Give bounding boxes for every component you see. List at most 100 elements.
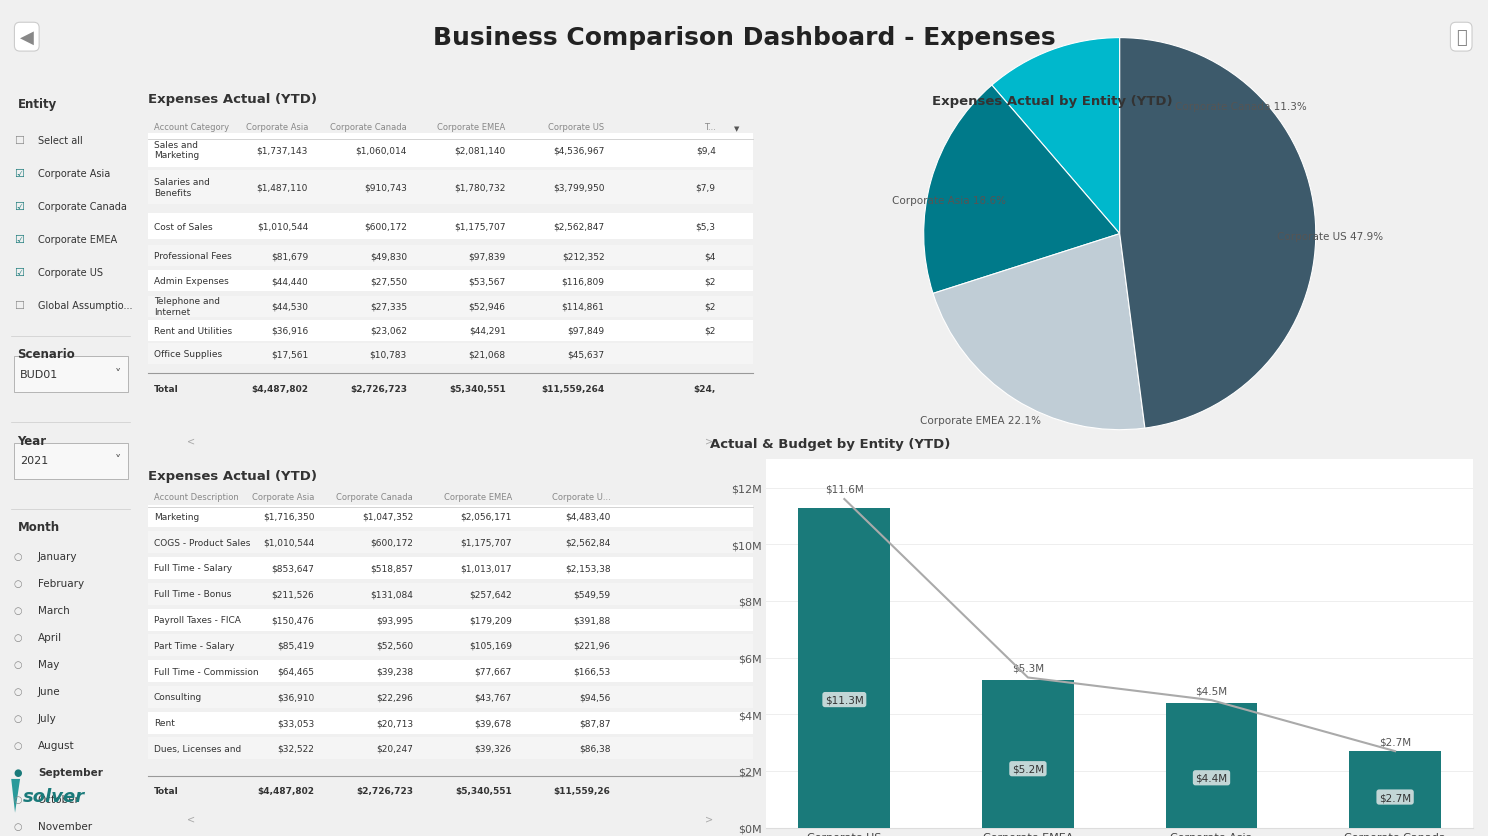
Text: >: > — [705, 813, 714, 823]
Text: $87,87: $87,87 — [579, 718, 610, 727]
Text: $43,767: $43,767 — [475, 692, 512, 701]
Text: $36,916: $36,916 — [271, 327, 308, 335]
Text: Account Category: Account Category — [153, 123, 229, 131]
Text: BUD01: BUD01 — [21, 370, 58, 380]
Text: $179,209: $179,209 — [469, 615, 512, 624]
Bar — [147, 558, 753, 579]
Wedge shape — [924, 86, 1120, 294]
Text: $131,084: $131,084 — [371, 589, 414, 599]
Text: $20,713: $20,713 — [376, 718, 414, 727]
Text: Full Time - Commission: Full Time - Commission — [153, 667, 259, 675]
Text: ○: ○ — [13, 713, 22, 723]
Bar — [1350, 752, 1440, 828]
Text: $11.6M: $11.6M — [824, 484, 863, 494]
Text: $27,335: $27,335 — [371, 303, 406, 311]
Text: $39,326: $39,326 — [475, 744, 512, 753]
Text: $44,530: $44,530 — [271, 303, 308, 311]
Text: $39,238: $39,238 — [376, 667, 414, 675]
Text: $77,667: $77,667 — [475, 667, 512, 675]
Text: ˅: ˅ — [115, 368, 122, 380]
Text: November: November — [37, 821, 92, 831]
Text: COGS - Product Sales: COGS - Product Sales — [153, 538, 250, 547]
Text: Sales and
Marketing: Sales and Marketing — [153, 141, 199, 161]
Text: Telephone and
Internet: Telephone and Internet — [153, 297, 220, 317]
Text: Entity: Entity — [18, 98, 57, 111]
Text: $11,559,26: $11,559,26 — [554, 787, 610, 795]
Text: $52,560: $52,560 — [376, 641, 414, 650]
Text: ▼: ▼ — [734, 126, 740, 132]
Text: solver: solver — [22, 788, 85, 805]
Text: $2.7M: $2.7M — [1379, 737, 1411, 747]
Wedge shape — [933, 234, 1144, 431]
Text: $4.4M: $4.4M — [1195, 772, 1228, 782]
Text: ○: ○ — [13, 552, 22, 562]
Text: $2,081,140: $2,081,140 — [454, 146, 506, 155]
FancyBboxPatch shape — [13, 357, 128, 393]
Text: $853,647: $853,647 — [271, 563, 314, 573]
Text: $518,857: $518,857 — [371, 563, 414, 573]
Text: $93,995: $93,995 — [376, 615, 414, 624]
Text: $1,010,544: $1,010,544 — [257, 222, 308, 232]
Text: $4,483,40: $4,483,40 — [565, 512, 610, 522]
Text: Total: Total — [153, 787, 179, 795]
Text: Corporate Asia: Corporate Asia — [251, 493, 314, 502]
Text: Full Time - Salary: Full Time - Salary — [153, 563, 232, 573]
Text: $1,487,110: $1,487,110 — [257, 183, 308, 192]
Text: Business Comparison Dashboard - Expenses: Business Comparison Dashboard - Expenses — [433, 26, 1055, 49]
Text: ○: ○ — [13, 821, 22, 831]
Bar — [147, 506, 753, 528]
Text: April: April — [37, 632, 62, 642]
Text: Global Assumptio...: Global Assumptio... — [37, 300, 132, 310]
Text: Professional Fees: Professional Fees — [153, 252, 232, 261]
Text: Corporate Asia: Corporate Asia — [246, 123, 308, 131]
Text: $2: $2 — [704, 327, 716, 335]
Text: $1,010,544: $1,010,544 — [263, 538, 314, 547]
Text: <: < — [186, 436, 195, 446]
Text: $20,247: $20,247 — [376, 744, 414, 753]
Text: Rent and Utilities: Rent and Utilities — [153, 327, 232, 335]
Text: $257,642: $257,642 — [469, 589, 512, 599]
Text: August: August — [37, 740, 74, 750]
Text: $9,4: $9,4 — [696, 146, 716, 155]
Text: Corporate US: Corporate US — [549, 123, 604, 131]
Bar — [982, 681, 1074, 828]
Text: $5,340,551: $5,340,551 — [449, 385, 506, 393]
Text: January: January — [37, 552, 77, 562]
Text: $2,562,847: $2,562,847 — [554, 222, 604, 232]
Text: $7,9: $7,9 — [696, 183, 716, 192]
Text: Corporate EMEA: Corporate EMEA — [437, 123, 506, 131]
Text: $22,296: $22,296 — [376, 692, 414, 701]
Text: $5.3M: $5.3M — [1012, 663, 1045, 673]
Text: $2,726,723: $2,726,723 — [356, 787, 414, 795]
Text: $44,291: $44,291 — [469, 327, 506, 335]
Bar — [147, 297, 753, 317]
Text: $49,830: $49,830 — [371, 252, 406, 261]
Text: ˅: ˅ — [115, 454, 122, 466]
Text: >: > — [705, 436, 714, 446]
Text: $11,559,264: $11,559,264 — [542, 385, 604, 393]
Text: $5.2M: $5.2M — [1012, 764, 1045, 774]
Text: $24,: $24, — [693, 385, 716, 393]
Text: $17,561: $17,561 — [271, 350, 308, 359]
Text: $116,809: $116,809 — [561, 277, 604, 286]
Bar — [147, 711, 753, 734]
Text: ●: ● — [13, 767, 22, 777]
Text: Select all: Select all — [37, 135, 82, 145]
Text: $3,799,950: $3,799,950 — [554, 183, 604, 192]
Text: ○: ○ — [13, 794, 22, 804]
Text: $105,169: $105,169 — [469, 641, 512, 650]
Text: $1,716,350: $1,716,350 — [263, 512, 314, 522]
Text: $1,737,143: $1,737,143 — [257, 146, 308, 155]
Text: $166,53: $166,53 — [573, 667, 610, 675]
Text: Salaries and
Benefits: Salaries and Benefits — [153, 178, 210, 197]
Text: Corporate U...: Corporate U... — [552, 493, 610, 502]
Bar — [147, 686, 753, 708]
Text: Actual & Budget by Entity (YTD): Actual & Budget by Entity (YTD) — [710, 438, 951, 451]
Bar — [147, 320, 753, 341]
Text: <: < — [186, 813, 195, 823]
Bar — [147, 660, 753, 682]
Text: Scenario: Scenario — [18, 348, 76, 361]
Text: $27,550: $27,550 — [371, 277, 406, 286]
Text: $10,783: $10,783 — [369, 350, 406, 359]
Text: October: October — [37, 794, 80, 804]
